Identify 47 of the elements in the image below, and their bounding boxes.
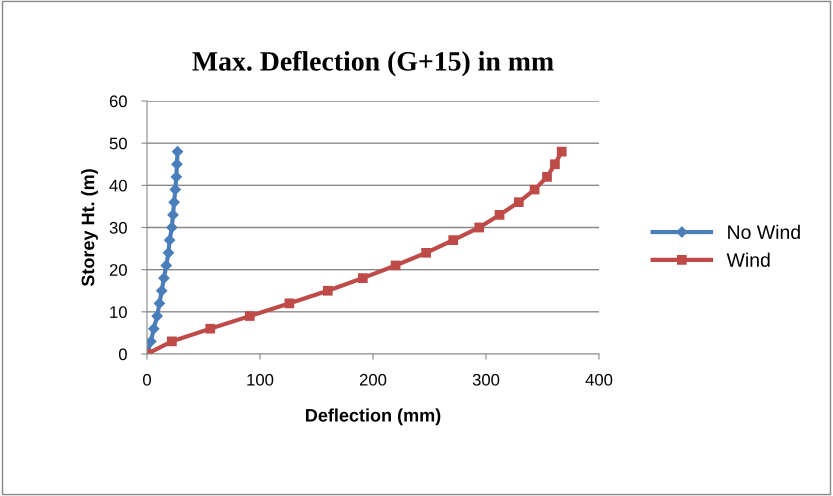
point [171,158,183,170]
point [168,196,180,208]
point [148,323,160,334]
point [152,310,163,322]
y-tick-label: 30 [110,222,127,234]
point [166,222,178,234]
point [322,286,333,296]
point [164,234,176,246]
point [358,273,368,283]
y-tick-label: 20 [110,264,127,276]
x-tick-label: 400 [585,374,612,386]
point [172,146,184,158]
y-tick-label: 0 [118,348,127,360]
point [167,336,177,346]
point [390,260,400,270]
y-tick-label: 40 [109,180,127,192]
point [556,146,567,156]
x-tick-label: 300 [472,374,500,386]
point [550,159,560,170]
point [448,235,458,246]
point [147,336,157,347]
point [154,298,166,310]
legend-label: No Wind [728,224,800,240]
y-tick-label: 50 [110,138,127,150]
chart-title: Max. Deflection (G+15) in mm [192,50,554,76]
point [156,285,168,296]
x-tick-label: 100 [247,374,274,386]
point [205,324,216,334]
x-tick-label: 200 [360,374,386,386]
point [514,197,524,208]
point [494,210,504,220]
point [167,209,179,220]
point [158,272,170,284]
point [162,247,174,258]
x-tick-label: 0 [143,374,151,386]
legend-label: Wind [726,252,770,267]
y-tick-label: 60 [110,95,127,108]
point [530,184,540,194]
point [421,248,431,258]
point [160,260,172,272]
point [542,172,552,182]
y-axis-title: Storey Ht. (m) [81,169,98,286]
point [244,311,255,321]
point [474,222,484,232]
point [284,298,294,308]
y-tick-label: 10 [110,306,127,318]
x-axis-title: Deflection (mm) [306,408,440,426]
